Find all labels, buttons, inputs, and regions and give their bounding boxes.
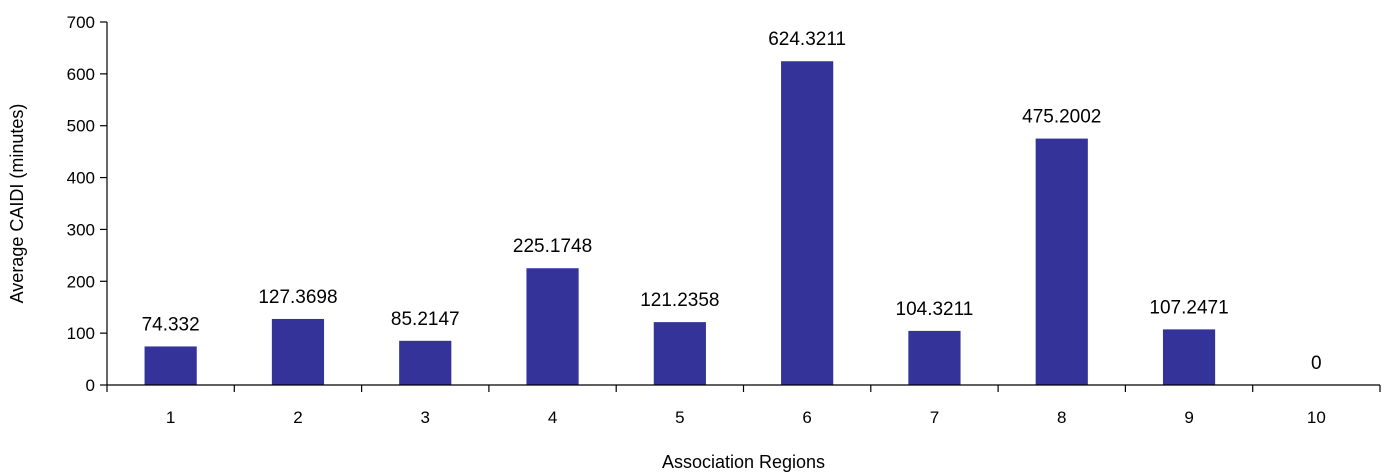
data-label-region-9: 107.2471 (1149, 297, 1228, 318)
data-label-region-6: 624.3211 (768, 29, 846, 50)
x-tick-label: 7 (930, 408, 939, 427)
y-tick-label: 400 (67, 169, 95, 188)
x-tick-label: 10 (1307, 408, 1326, 427)
x-tick-label: 8 (1057, 408, 1066, 427)
x-axis-title: Association Regions (662, 452, 825, 472)
y-tick-label: 700 (67, 13, 95, 32)
data-label-region-7: 104.3211 (896, 299, 974, 320)
y-tick-label: 200 (67, 272, 95, 291)
y-axis-title: Average CAIDI (minutes) (7, 104, 27, 304)
data-label-region-8: 475.2002 (1022, 107, 1101, 128)
y-ticks-group: 0 100 200 300 400 500 600 700 (67, 13, 107, 395)
x-tick-label: 2 (293, 408, 302, 427)
data-label-region-3: 85.2147 (391, 309, 460, 330)
y-tick-label: 600 (67, 65, 95, 84)
x-tick-label: 6 (802, 408, 811, 427)
bar-region-3 (399, 340, 452, 385)
bar-region-8 (1035, 138, 1088, 385)
data-label-region-1: 74.332 (142, 314, 200, 335)
data-label-region-2: 127.3698 (258, 287, 337, 308)
x-tick-label: 3 (421, 408, 430, 427)
data-label-region-10: 0 (1311, 353, 1322, 374)
bar-region-5 (653, 322, 706, 385)
x-ticks-group: 1 2 3 4 5 6 7 8 9 10 (106, 385, 1381, 427)
y-tick-label: 0 (86, 376, 95, 395)
x-tick-label: 1 (166, 408, 175, 427)
bar-region-9 (1162, 329, 1216, 385)
bars-group (144, 61, 1216, 386)
y-tick-label: 300 (67, 220, 95, 239)
data-label-region-5: 121.2358 (640, 290, 719, 311)
bar-region-6 (781, 61, 834, 386)
bar-region-7 (908, 330, 961, 385)
y-tick-label: 100 (67, 324, 95, 343)
x-tick-label: 9 (1184, 408, 1193, 427)
bar-region-2 (271, 318, 325, 385)
y-tick-label: 500 (67, 117, 95, 136)
x-tick-label: 5 (675, 408, 684, 427)
bar-region-4 (526, 268, 579, 385)
data-labels-group: 74.332 127.3698 85.2147 225.1748 121.2358 624… (142, 29, 1322, 374)
bar-region-1 (144, 346, 197, 385)
data-label-region-4: 225.1748 (513, 236, 592, 257)
x-tick-label: 4 (548, 408, 557, 427)
